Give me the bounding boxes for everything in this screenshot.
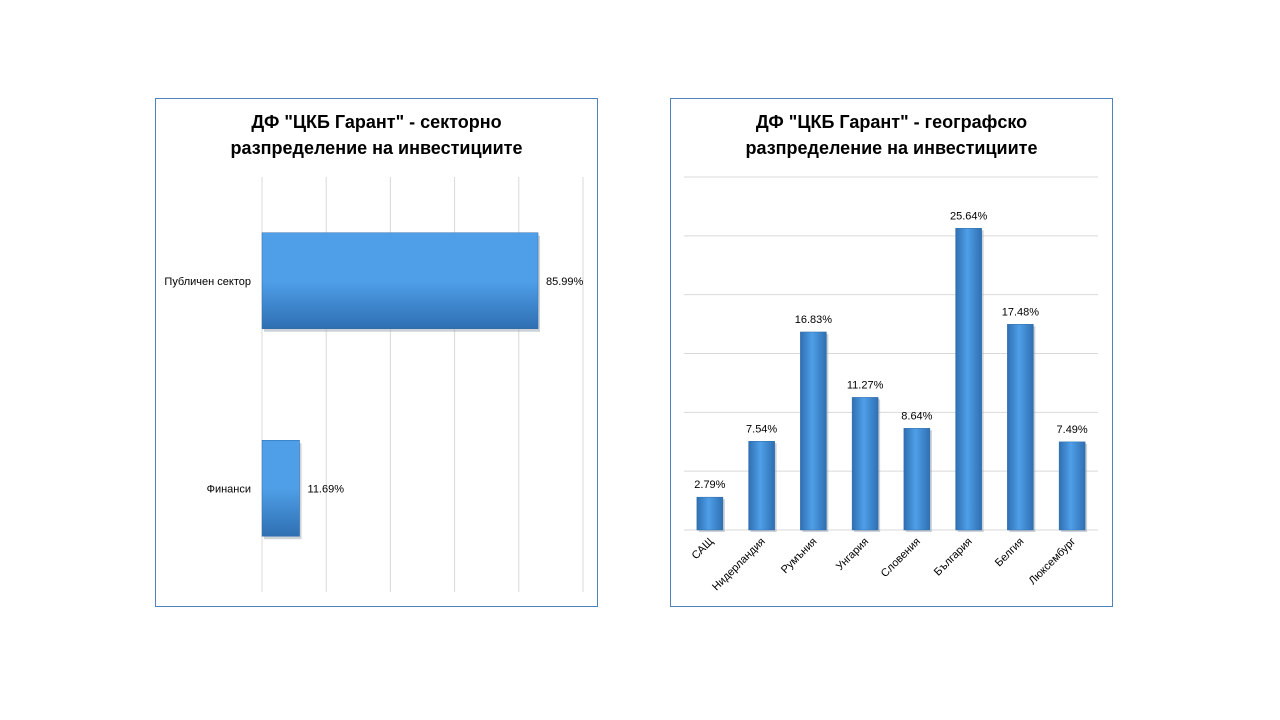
data-label: 7.49% [1057,424,1088,436]
category-label: Люксембург [1027,536,1079,588]
chart-title-line-1: ДФ "ЦКБ Гарант" - географско [755,112,1028,132]
bar [800,331,827,531]
bar [1007,324,1034,531]
bar [903,428,931,531]
chart-title: ДФ "ЦКБ Гарант" - секторно разпределение… [156,109,597,161]
data-label: 2.79% [694,479,725,491]
data-label: 85.99% [546,276,584,288]
data-label: 8.64% [901,410,932,422]
bar [261,440,300,537]
category-label: Словения [879,536,923,580]
category-label: България [932,536,975,579]
category-label: Финанси [207,483,251,495]
category-label: Нидерландия [710,536,768,594]
category-label: САЩ [690,536,716,562]
data-label: 11.69% [308,483,345,495]
data-label: 11.27% [847,379,884,391]
chart-title-line-2: разпределение на инвестициите [230,138,523,158]
bar [1058,441,1086,531]
chart-title-line-1: ДФ "ЦКБ Гарант" - секторно [251,112,502,132]
sector-chart: ДФ "ЦКБ Гарант" - секторно разпределение… [155,98,598,607]
geography-chart-plot: 2.79% САЩ 7.54% Нидерландия 16.83% Румъния 11.… [684,176,1098,594]
data-label: 25.64% [950,210,988,222]
data-label: 17.48% [1002,306,1040,318]
chart-title: ДФ "ЦКБ Гарант" - географско разпределен… [671,109,1112,161]
category-label: Румъния [779,536,820,577]
bar [955,228,982,531]
data-label: 7.54% [746,423,777,435]
category-label: Белгия [993,536,1027,570]
category-label: Публичен сектор [164,276,251,288]
geography-chart: ДФ "ЦКБ Гарант" - географско разпределен… [670,98,1113,607]
data-label: 16.83% [795,314,833,326]
category-label: Унгария [834,536,871,573]
chart-title-line-2: разпределение на инвестициите [745,138,1038,158]
bar [851,397,879,531]
bar [748,441,775,531]
bar [261,232,539,329]
bar [696,496,724,531]
sector-chart-plot: Публичен сектор 85.99% Финанси 11.69% [164,177,584,592]
